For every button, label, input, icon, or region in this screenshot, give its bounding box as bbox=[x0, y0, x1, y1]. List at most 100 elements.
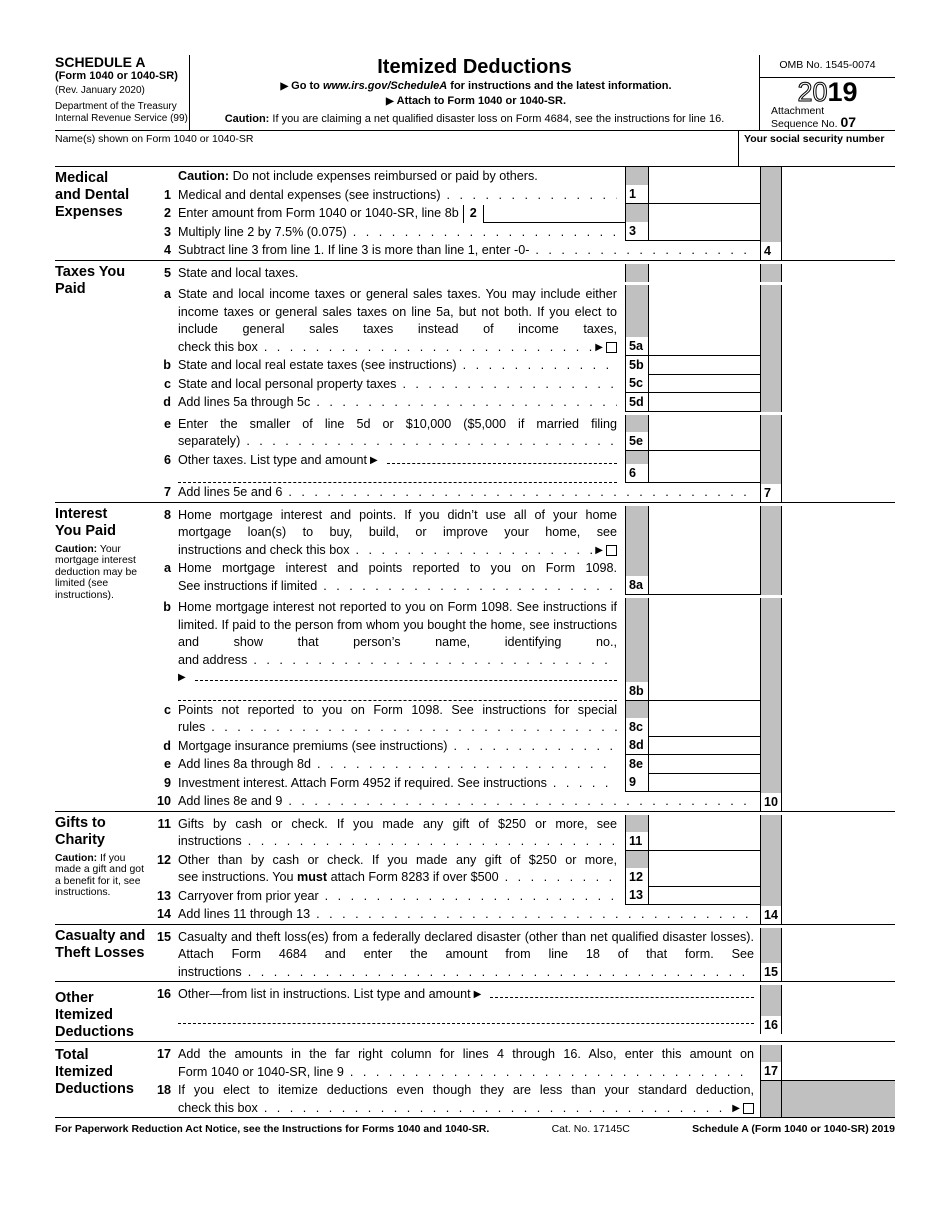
line-10-amount[interactable] bbox=[782, 792, 895, 811]
attachment-label: Attachment bbox=[771, 105, 825, 117]
line-5a-row: a State and local income taxes or general… bbox=[150, 282, 895, 356]
line-16-amount[interactable] bbox=[782, 985, 895, 1034]
section-title: Gifts to Charity Caution: If you made a g… bbox=[55, 812, 150, 924]
tax-year: 2019 bbox=[797, 77, 858, 107]
section-caution: Caution: Your mortgage interest deductio… bbox=[55, 543, 138, 601]
sequence-number: Sequence No. 07 bbox=[771, 114, 857, 130]
line-9-row: 9 Investment interest. Attach Form 4952 i… bbox=[150, 773, 895, 792]
line-2-amount[interactable] bbox=[483, 205, 625, 223]
line-5a-amount[interactable] bbox=[648, 285, 760, 356]
line-12-amount[interactable] bbox=[648, 850, 760, 887]
schedule-a-form: SCHEDULE A (Form 1040 or 1040-SR) (Rev. … bbox=[55, 55, 895, 1135]
seller-info-input-2[interactable] bbox=[178, 689, 617, 701]
line-8d-amount[interactable] bbox=[648, 736, 760, 755]
line-8b-row: b Home mortgage interest not reported to … bbox=[150, 595, 895, 701]
ssn-field[interactable]: Your social security number bbox=[738, 131, 895, 166]
section-title: Interest You Paid Caution: Your mortgage … bbox=[55, 503, 150, 811]
section-caution: Caution: If you made a gift and got a be… bbox=[55, 852, 144, 899]
section-other: Other Itemized Deductions 16 Other—from l… bbox=[55, 982, 895, 1042]
line-2-row: 2 Enter amount from Form 1040 or 1040-SR,… bbox=[150, 204, 895, 223]
name-row: Name(s) shown on Form 1040 or 1040-SR Yo… bbox=[55, 131, 895, 167]
revision: (Rev. January 2020) bbox=[55, 85, 145, 96]
line-8b-amount[interactable] bbox=[648, 598, 760, 701]
arrow-icon: ▶ bbox=[178, 672, 186, 683]
attach-line: ▶ Attach to Form 1040 or 1040-SR. bbox=[385, 95, 567, 107]
line-4-amount[interactable] bbox=[782, 241, 895, 260]
line-4-row: 4 Subtract line 3 from line 1. If line 3 … bbox=[150, 241, 895, 260]
line-7-amount[interactable] bbox=[782, 483, 895, 502]
other-deductions-input-2[interactable] bbox=[178, 1012, 754, 1024]
line-5c-amount[interactable] bbox=[648, 374, 760, 393]
form-footer: For Paperwork Reduction Act Notice, see … bbox=[55, 1118, 895, 1135]
section-title: Other Itemized Deductions bbox=[55, 990, 134, 1040]
section-gifts: Gifts to Charity Caution: If you made a g… bbox=[55, 812, 895, 925]
schedule-name: SCHEDULE A bbox=[55, 54, 146, 70]
line-8c-row: c Points not reported to you on Form 1098… bbox=[150, 700, 895, 737]
section-title: Medical and Dental Expenses bbox=[55, 170, 130, 220]
line-9-amount[interactable] bbox=[648, 773, 760, 792]
line-17-row: 17 Add the amounts in the far right colum… bbox=[150, 1042, 895, 1081]
name-field[interactable]: Name(s) shown on Form 1040 or 1040-SR bbox=[55, 133, 254, 145]
form-header: SCHEDULE A (Form 1040 or 1040-SR) (Rev. … bbox=[55, 55, 895, 131]
line-5b-amount[interactable] bbox=[648, 356, 760, 375]
medical-caution-row: Caution: Do not include expenses reimbur… bbox=[150, 167, 895, 186]
arrow-icon: ▶ bbox=[473, 989, 482, 1000]
line-12-row: 12 Other than by cash or check. If you ma… bbox=[150, 850, 895, 887]
section-title: Casualty and Theft Losses bbox=[55, 927, 146, 961]
line-14-amount[interactable] bbox=[782, 905, 895, 924]
line-1-amount[interactable] bbox=[648, 185, 760, 204]
line-5e-row: e Enter the smaller of line 5d or $10,000… bbox=[150, 412, 895, 451]
cat-number: Cat. No. 17145C bbox=[551, 1123, 630, 1135]
line-8a-row: a Home mortgage interest and points repor… bbox=[150, 559, 895, 595]
itemize-checkbox[interactable] bbox=[743, 1102, 754, 1114]
line-11-row: 11 Gifts by cash or check. If you made an… bbox=[150, 812, 895, 851]
line-6-amount[interactable] bbox=[648, 450, 760, 483]
line-18-row: 18 If you elect to itemize deductions eve… bbox=[150, 1081, 895, 1117]
line-11-amount[interactable] bbox=[648, 814, 760, 851]
other-taxes-input-2[interactable] bbox=[178, 471, 617, 483]
line-8a-amount[interactable] bbox=[648, 559, 760, 595]
line-5e-amount[interactable] bbox=[648, 414, 760, 451]
line-8-row: 8 Home mortgage interest and points. If y… bbox=[150, 503, 895, 559]
form-id-block: SCHEDULE A (Form 1040 or 1040-SR) (Rev. … bbox=[55, 55, 190, 130]
line-6-row: 6 Other taxes. List type and amount ▶ 6 bbox=[150, 450, 895, 483]
arrow-icon: ▶ bbox=[385, 96, 394, 107]
goto-line: ▶ Go to www.irs.gov/ScheduleA for instruc… bbox=[280, 80, 672, 92]
line-5-row: 5 State and local taxes. bbox=[150, 261, 895, 282]
title-block: Itemized Deductions ▶ Go to www.irs.gov/S… bbox=[190, 55, 760, 130]
line-17-amount[interactable] bbox=[782, 1045, 895, 1081]
line-13-amount[interactable] bbox=[648, 886, 760, 905]
department: Department of the Treasury bbox=[55, 101, 177, 112]
line-5d-amount[interactable] bbox=[648, 393, 760, 412]
line-3-amount[interactable] bbox=[648, 222, 760, 241]
section-medical: Medical and Dental Expenses Caution: Do … bbox=[55, 167, 895, 261]
line-16-row: 16 Other—from list in instructions. List … bbox=[150, 982, 895, 1034]
line-8c-amount[interactable] bbox=[648, 700, 760, 737]
mortgage-checkbox[interactable] bbox=[606, 544, 617, 556]
arrow-icon: ▶ bbox=[280, 81, 289, 92]
form-title: Itemized Deductions bbox=[377, 56, 572, 78]
footer-form-name: Schedule A (Form 1040 or 1040-SR) 2019 bbox=[692, 1123, 895, 1135]
other-deductions-input[interactable] bbox=[490, 986, 754, 998]
section-casualty: Casualty and Theft Losses 15 Casualty and… bbox=[55, 925, 895, 982]
sales-tax-checkbox[interactable] bbox=[606, 341, 617, 353]
section-interest: Interest You Paid Caution: Your mortgage … bbox=[55, 503, 895, 812]
irs-link[interactable]: www.irs.gov/ScheduleA bbox=[322, 80, 448, 92]
line-15-row: 15 Casualty and theft loss(es) from a fed… bbox=[150, 925, 895, 982]
arrow-icon: ▶ bbox=[595, 544, 603, 556]
line-8e-amount[interactable] bbox=[648, 755, 760, 774]
header-caution: Caution: If you are claiming a net quali… bbox=[224, 113, 725, 125]
section-taxes: Taxes You Paid 5 State and local taxes. a… bbox=[55, 261, 895, 503]
seller-info-input[interactable] bbox=[194, 669, 617, 681]
line-5c-row: c State and local personal property taxes… bbox=[150, 374, 895, 393]
line-15-amount[interactable] bbox=[782, 928, 895, 982]
irs: Internal Revenue Service (99) bbox=[55, 113, 188, 124]
line-1-row: 1 Medical and dental expenses (see instru… bbox=[150, 185, 895, 204]
other-taxes-input[interactable] bbox=[386, 452, 617, 464]
